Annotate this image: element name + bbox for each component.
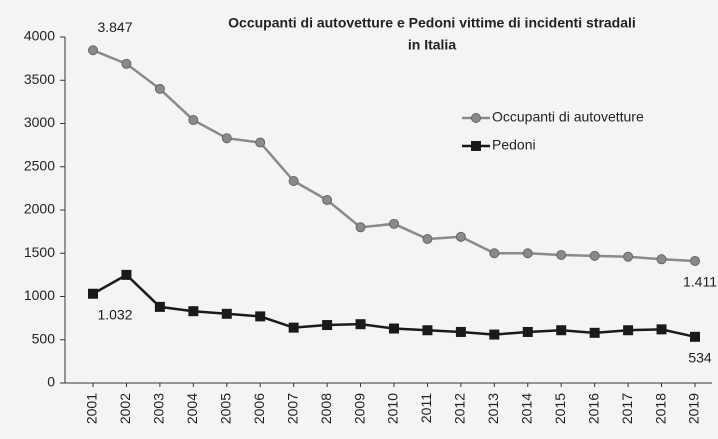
marker <box>455 231 466 242</box>
marker <box>255 311 266 322</box>
marker <box>623 325 634 336</box>
marker <box>121 58 132 69</box>
marker <box>355 222 366 233</box>
y-tick-label: 1500 <box>24 244 55 260</box>
marker <box>522 248 533 259</box>
marker <box>522 326 533 337</box>
y-tick-label: 0 <box>47 374 55 390</box>
marker <box>489 329 500 340</box>
marker <box>656 254 667 265</box>
x-tick-label: 2014 <box>518 393 534 424</box>
legend-marker <box>471 141 481 151</box>
marker <box>322 195 333 206</box>
x-tick-label: 2001 <box>84 393 100 424</box>
marker <box>422 233 433 244</box>
x-tick-label: 2016 <box>585 393 601 424</box>
marker <box>389 323 399 334</box>
marker <box>589 250 600 261</box>
data-label: 534 <box>688 350 712 366</box>
y-tick-label: 2000 <box>24 201 55 217</box>
x-tick-label: 2002 <box>117 393 133 424</box>
data-label: 3.847 <box>97 19 132 35</box>
marker <box>556 249 567 260</box>
x-tick-label: 2005 <box>217 393 233 424</box>
marker <box>154 301 165 312</box>
marker <box>589 327 600 338</box>
marker <box>88 288 98 299</box>
x-tick-label: 2007 <box>284 393 300 424</box>
x-tick-label: 2018 <box>652 393 668 424</box>
y-tick-label: 3500 <box>24 71 55 87</box>
data-label: 1.411 <box>683 274 717 290</box>
data-label: 1.032 <box>97 306 132 322</box>
marker <box>656 324 667 335</box>
x-tick-label: 2019 <box>686 393 702 424</box>
marker <box>221 308 232 319</box>
x-tick-label: 2003 <box>151 393 167 424</box>
marker <box>690 331 700 342</box>
chart-title: Occupanti di autovetture e Pedoni vittim… <box>228 15 636 31</box>
marker <box>422 325 433 336</box>
series-line <box>92 49 696 263</box>
marker <box>489 248 500 259</box>
marker <box>455 326 466 337</box>
marker <box>288 176 299 187</box>
legend-label: Occupanti di autovetture <box>492 109 644 125</box>
marker <box>389 218 399 229</box>
x-tick-label: 2009 <box>351 393 367 424</box>
x-tick-label: 2010 <box>385 393 401 424</box>
x-tick-label: 2004 <box>184 393 200 424</box>
y-tick-label: 500 <box>32 330 56 346</box>
x-tick-label: 2015 <box>552 393 568 424</box>
marker <box>288 322 299 333</box>
marker <box>188 115 199 126</box>
x-tick-label: 2012 <box>452 393 468 424</box>
marker <box>623 251 634 262</box>
y-tick-label: 3000 <box>24 114 55 130</box>
x-tick-label: 2006 <box>251 393 267 424</box>
chart-title: in Italia <box>408 37 456 53</box>
legend-label: Pedoni <box>492 137 536 153</box>
x-tick-label: 2011 <box>418 393 434 423</box>
marker <box>556 325 567 336</box>
marker <box>88 45 98 56</box>
marker <box>121 269 132 280</box>
marker <box>690 255 700 266</box>
marker <box>355 319 366 330</box>
marker <box>221 133 232 144</box>
marker <box>255 137 266 148</box>
x-tick-label: 2008 <box>318 393 334 424</box>
x-tick-label: 2013 <box>485 393 501 424</box>
y-tick-label: 2500 <box>24 157 55 173</box>
marker <box>188 306 199 317</box>
y-tick-label: 4000 <box>24 28 55 44</box>
x-tick-label: 2017 <box>619 393 635 424</box>
marker <box>154 83 165 94</box>
y-tick-label: 1000 <box>24 287 55 303</box>
legend-marker <box>471 113 481 123</box>
marker <box>322 320 333 331</box>
